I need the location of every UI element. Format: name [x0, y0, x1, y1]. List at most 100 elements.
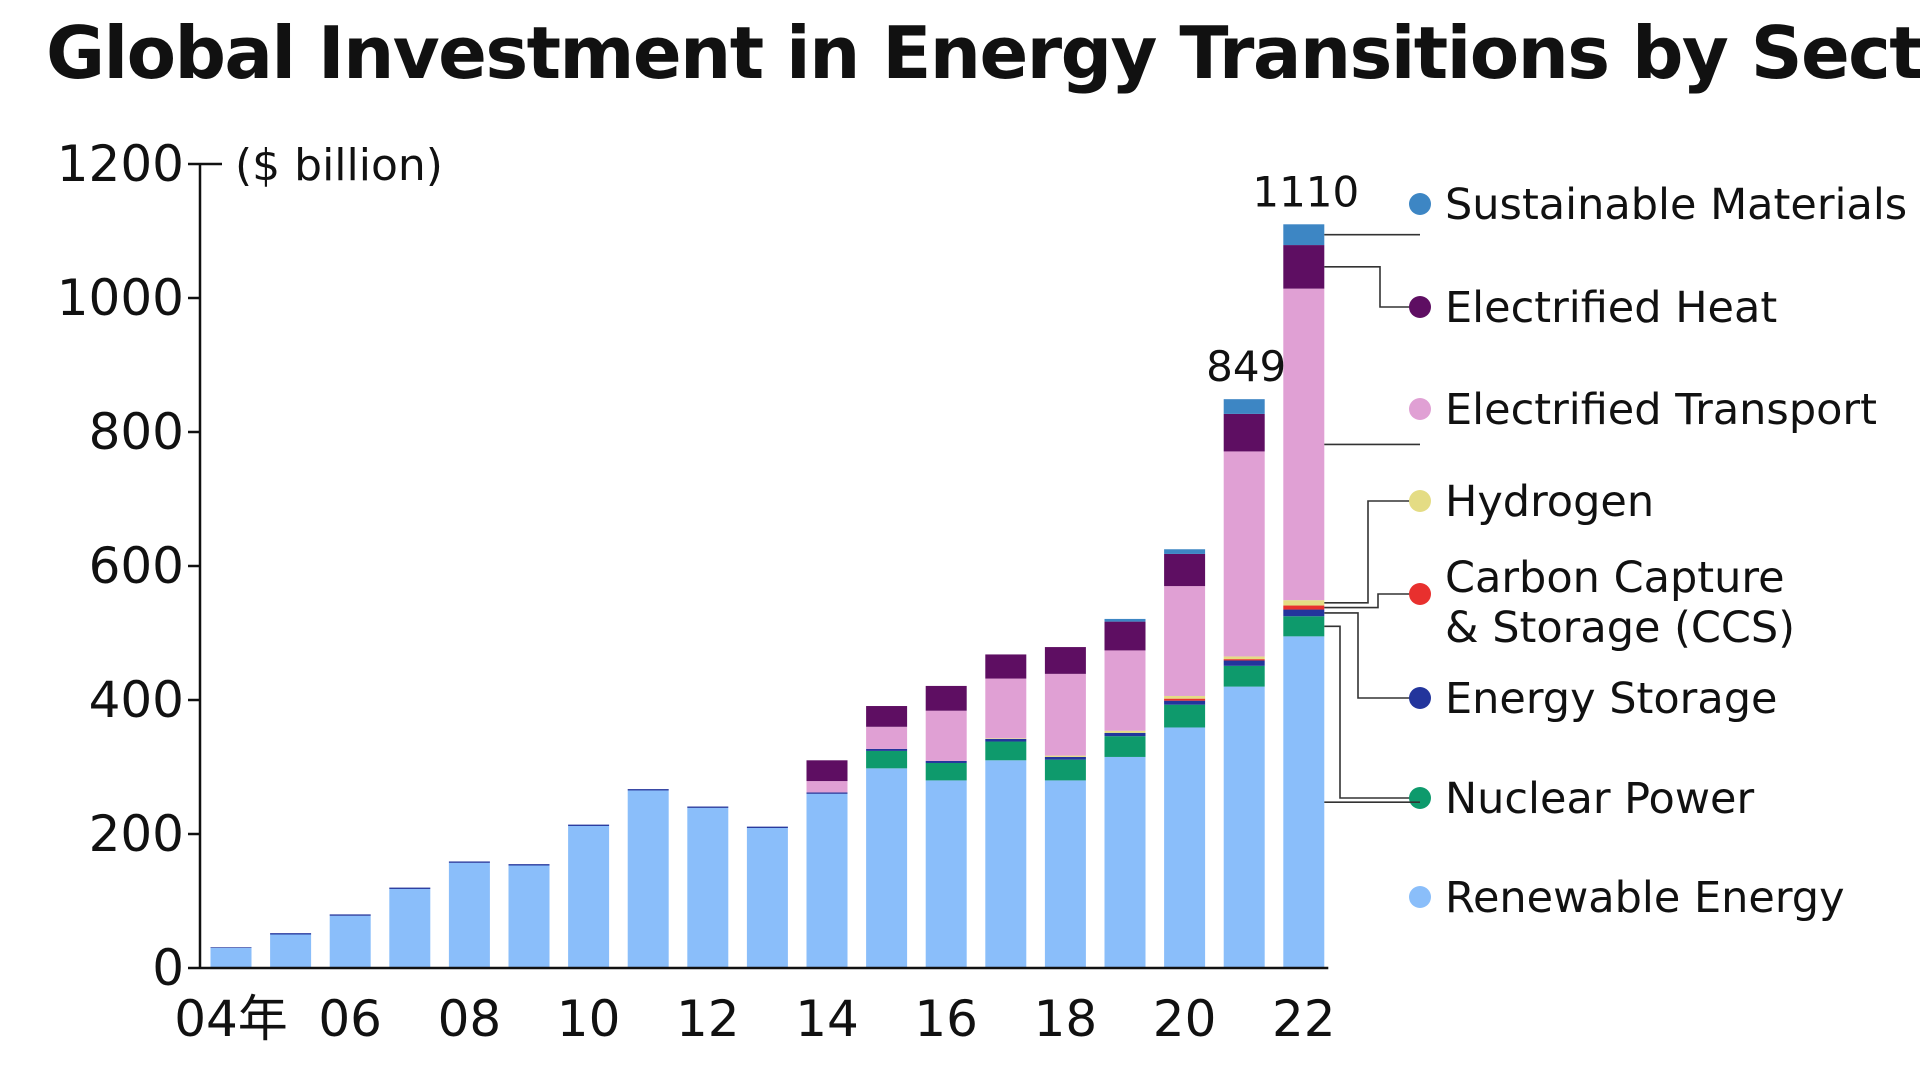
x-tick-label: 14	[795, 990, 859, 1048]
legend-leader-line	[1324, 625, 1420, 799]
legend-label: Nuclear Power	[1445, 774, 1754, 824]
total-labels: 849 1110	[1206, 167, 1359, 391]
bar-segment	[1104, 730, 1146, 733]
bar-segment	[1164, 586, 1206, 696]
bar-segment	[866, 726, 908, 749]
bar-segment	[1164, 553, 1206, 587]
x-tick-label: 22	[1272, 990, 1336, 1048]
bar-segment	[925, 760, 967, 763]
legend-item: Hydrogen	[1324, 477, 1654, 604]
legend-leader-line	[1324, 500, 1420, 604]
bar-segment	[627, 790, 669, 968]
legend-swatch	[1409, 787, 1431, 809]
bar-segment	[1044, 755, 1086, 757]
bar-segment	[687, 807, 729, 968]
legend-leader-line	[1324, 266, 1420, 308]
y-tick-label: 400	[89, 671, 184, 729]
legend-item: Electrified Heat	[1324, 266, 1777, 333]
bar-segment	[329, 914, 371, 916]
legend: Sustainable Materials Electrified Heat Ele…	[1324, 180, 1907, 923]
legend-leader-line	[1324, 593, 1420, 609]
bar-segment	[389, 887, 431, 889]
bar-segment	[270, 934, 312, 968]
total-label: 849	[1206, 342, 1286, 391]
bar-segment	[1104, 650, 1146, 731]
bar-segment	[1223, 660, 1265, 666]
bar-segment	[1223, 686, 1265, 968]
bar-segment	[806, 760, 848, 782]
x-tick-label: 20	[1153, 990, 1217, 1048]
bar-segment	[1223, 413, 1265, 452]
y-tick-label: 600	[89, 537, 184, 595]
bar-segment	[1164, 700, 1206, 705]
bar-segment	[568, 825, 610, 968]
bar-segment	[925, 780, 967, 968]
unit-label: ($ billion)	[235, 140, 443, 191]
legend-item: Electrified Transport	[1324, 385, 1877, 446]
series-5	[806, 288, 1325, 793]
bar-segment	[985, 760, 1027, 968]
bar-segment	[746, 826, 788, 828]
legend-label: Carbon Capture & Storage (CCS)	[1445, 553, 1795, 653]
series-4	[985, 600, 1325, 757]
series-0	[210, 636, 1325, 968]
bar-segment	[1104, 732, 1146, 737]
legend-item: Sustainable Materials	[1324, 180, 1907, 236]
bar-segment	[448, 861, 490, 863]
bar-segment	[1164, 695, 1206, 699]
legend-swatch	[1409, 886, 1431, 908]
bar-segment	[1044, 756, 1086, 760]
bar-segment	[329, 915, 371, 968]
y-tick-label: 1200	[57, 135, 184, 193]
bar-segment	[1283, 616, 1325, 637]
legend-label: Electrified Heat	[1445, 283, 1777, 333]
bar-segment	[1044, 673, 1086, 756]
bar-segment	[1164, 704, 1206, 728]
bar-segment	[1104, 736, 1146, 757]
chart-title: Global Investment in Energy Transitions …	[46, 11, 1920, 95]
y-axis: 0 200 400 600 800 1000 1200	[57, 135, 222, 997]
x-tick-label: 12	[676, 990, 740, 1048]
bar-segment	[1044, 647, 1086, 674]
bar-segment	[1283, 600, 1325, 606]
x-tick-label: 10	[557, 990, 621, 1048]
y-tick-label: 800	[89, 403, 184, 461]
bar-segment	[925, 762, 967, 781]
legend-item: Nuclear Power	[1324, 625, 1754, 824]
y-tick-label: 1000	[57, 269, 184, 327]
bar-segment	[1223, 656, 1265, 660]
bar-segment	[1283, 605, 1325, 610]
bar-segment	[925, 685, 967, 711]
bar-segment	[1283, 224, 1325, 246]
bar-segment	[627, 789, 669, 791]
series-7	[1104, 224, 1325, 622]
bar-segment	[985, 678, 1027, 739]
x-tick-label: 08	[438, 990, 502, 1048]
legend-label: Sustainable Materials	[1445, 180, 1907, 230]
series-2	[210, 609, 1325, 948]
bar-segment	[866, 768, 908, 968]
y-tick-label: 200	[89, 805, 184, 863]
x-tick-label: 16	[914, 990, 978, 1048]
bar-segment	[1223, 665, 1265, 687]
bar-segment	[985, 654, 1027, 679]
bar-segment	[508, 865, 550, 968]
legend-swatch	[1409, 193, 1431, 215]
bar-segment	[985, 738, 1027, 742]
bar-segment	[806, 781, 848, 793]
bar-segment	[1164, 549, 1206, 554]
bar-segment	[1104, 621, 1146, 651]
series-1	[866, 616, 1325, 781]
legend-swatch	[1409, 490, 1431, 512]
legend-label: Renewable Energy	[1445, 873, 1845, 923]
legend-swatch	[1409, 583, 1431, 605]
bar-segment	[985, 738, 1027, 739]
bar-segment	[270, 933, 312, 935]
bar-segment	[866, 706, 908, 727]
y-tick-label: 0	[152, 939, 184, 997]
legend-swatch	[1409, 687, 1431, 709]
legend-swatch	[1409, 398, 1431, 420]
bar-segment	[985, 741, 1027, 761]
bars	[210, 224, 1325, 968]
bar-segment	[1164, 698, 1206, 701]
